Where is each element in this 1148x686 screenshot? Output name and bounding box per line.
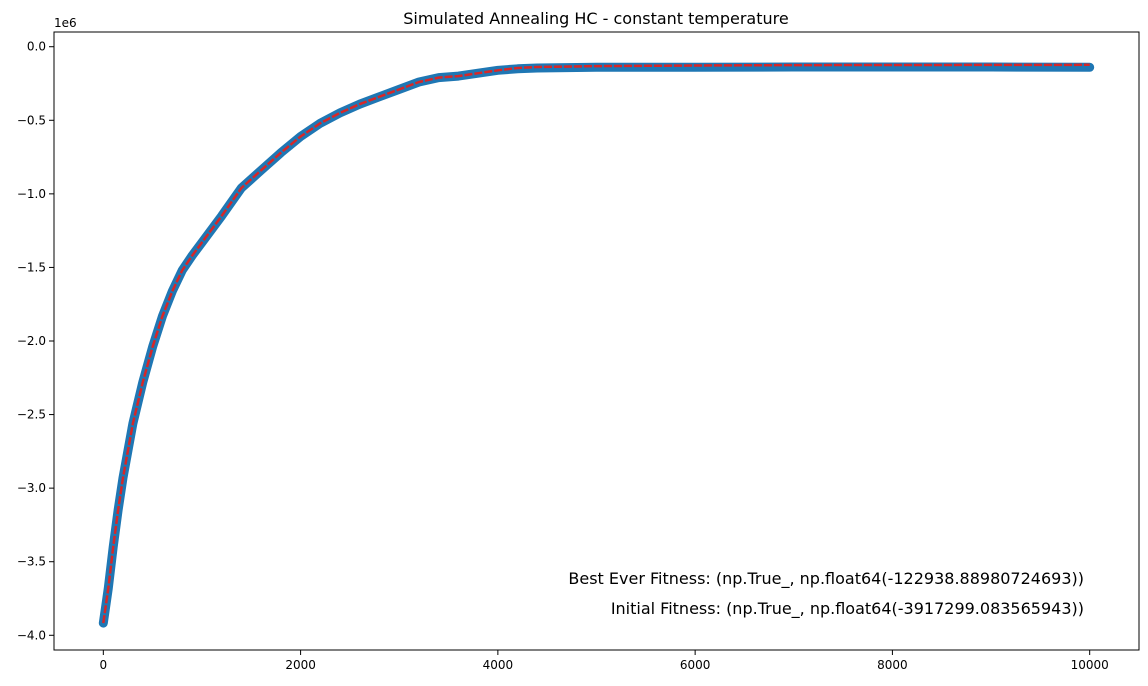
series-layer: [98, 62, 1095, 628]
y-tick-label: 0.0: [27, 40, 46, 54]
axes-layer: 0 2000 4000 6000 8000 10000 0.0 −0.5 −1.0 −1.5 −2.…: [17, 31, 1140, 672]
chart-title: Simulated Annealing HC - constant temper…: [403, 9, 788, 28]
y-tick-label: −1.0: [17, 187, 46, 201]
y-tick-label: −1.5: [17, 260, 46, 274]
x-tick-label: 2000: [285, 658, 316, 672]
x-tick-label: 6000: [680, 658, 711, 672]
x-tick-label: 8000: [877, 658, 908, 672]
x-tick-label: 4000: [483, 658, 514, 672]
x-tick-label: 0: [99, 658, 107, 672]
y-tick-label: −0.5: [17, 113, 46, 127]
annotation-initial-fitness: Initial Fitness: (np.True_, np.float64(-…: [611, 599, 1084, 619]
y-tick-label: −4.0: [17, 628, 46, 642]
annotation-best-fitness: Best Ever Fitness: (np.True_, np.float64…: [568, 569, 1084, 589]
plot-frame: [53, 31, 1140, 651]
x-tick-label: 10000: [1071, 658, 1109, 672]
y-offset-label: 1e6: [54, 16, 77, 30]
current-fitness-series: [98, 62, 1095, 628]
y-tick-label: −3.5: [17, 555, 46, 569]
best-fitness-series: [102, 63, 1090, 624]
y-tick-label: −2.5: [17, 408, 46, 422]
y-tick-label: −3.0: [17, 481, 46, 495]
current-fitness-band: [98, 62, 1095, 628]
y-tick-label: −2.0: [17, 334, 46, 348]
best-fitness-line: [102, 63, 1090, 624]
